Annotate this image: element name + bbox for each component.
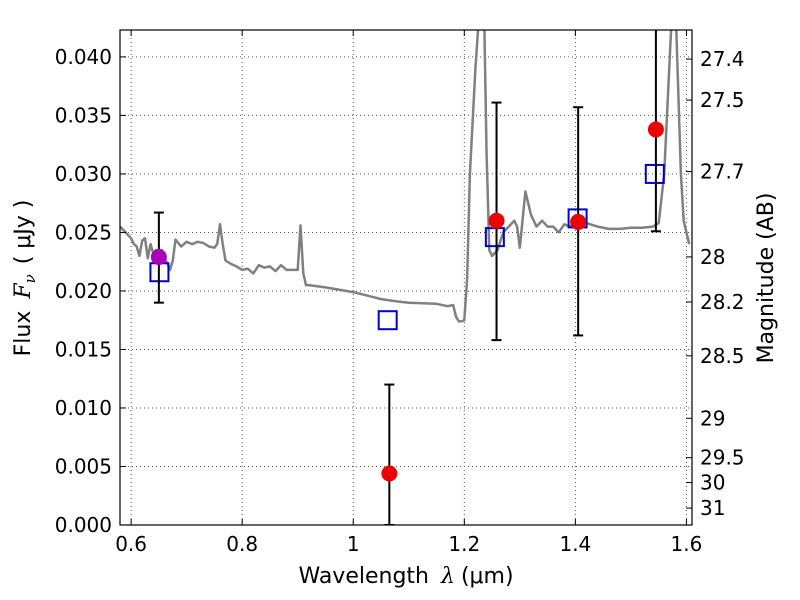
magnitude-tick-label: 31 [700,496,725,520]
magnitude-axis-label: Magnitude (AB) [754,193,779,364]
magnitude-tick-label: 29 [700,406,725,430]
magnitude-tick-label: 28.5 [700,344,745,368]
y-tick-label: 0.035 [55,103,112,127]
y-axis-label: FluxFν( μJy ) [11,200,39,357]
magnitude-tick-label: 27.7 [700,160,745,184]
y-tick-label: 0.030 [55,162,112,186]
magnitude-tick-label: 28.2 [700,290,745,314]
y-tick-label: 0.010 [55,396,112,420]
magnitude-tick-label: 27.5 [700,88,745,112]
model-photometry-square [644,163,665,184]
magnitude-tick-label: 29.5 [700,446,745,470]
observed-photometry-point [150,249,167,266]
x-tick-label: 1 [347,532,360,556]
data-layer [120,30,691,525]
plot-area-background [120,30,692,525]
observed-photometry-point [647,121,664,138]
axis-ticks: 0.6 0.8 1 1.2 1.4 1.6 0.000 0.005 0.010 0.015 0.02… [55,30,745,556]
y-tick-label: 0.015 [55,337,112,361]
plot-frame [119,29,693,526]
observed-photometry-point [570,213,587,230]
x-axis-label: Wavelength λ (μm) [298,564,513,589]
y-tick-label: 0.005 [55,454,112,478]
model-photometry-square [377,310,398,331]
observed-photometry-markers [150,121,664,482]
x-tick-label: 1.4 [559,532,591,556]
x-tick-label: 0.8 [226,532,258,556]
observed-photometry-point [488,212,505,229]
x-tick-label: 1.2 [448,532,480,556]
y-tick-label: 0.025 [55,220,112,244]
y-tick-label: 0.020 [55,279,112,303]
magnitude-tick-label: 27.4 [700,47,745,71]
observed-photometry-point [381,465,398,482]
magnitude-tick-label: 28 [700,245,725,269]
y-tick-label: 0.000 [55,513,112,537]
x-tick-label: 0.6 [115,532,147,556]
x-tick-label: 1.6 [671,532,703,556]
y-tick-label: 0.040 [55,45,112,69]
magnitude-tick-label: 30 [700,471,725,495]
